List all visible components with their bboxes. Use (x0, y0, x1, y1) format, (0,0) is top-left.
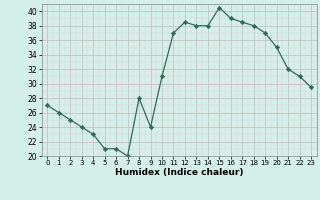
X-axis label: Humidex (Indice chaleur): Humidex (Indice chaleur) (115, 168, 244, 177)
